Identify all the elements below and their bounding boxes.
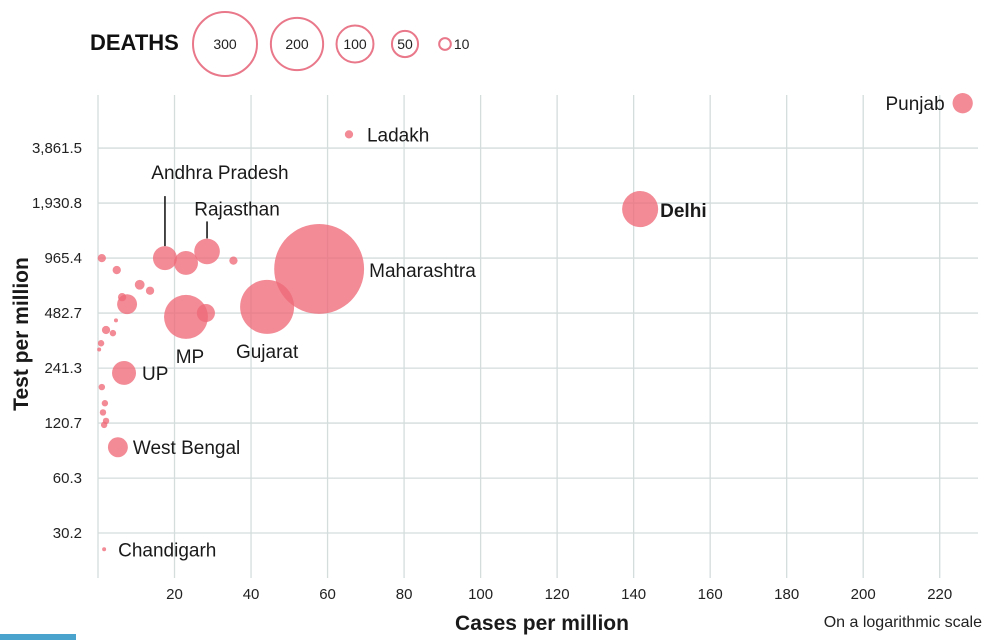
bubble [174, 250, 198, 275]
x-tick-label: 220 [927, 586, 952, 603]
y-tick-label: 965.4 [44, 250, 82, 267]
bubble [100, 421, 108, 429]
bubble [98, 383, 106, 391]
y-gridlines [98, 147, 978, 534]
label-maharashtra: Maharashtra [369, 261, 476, 282]
y-tick-label: 30.2 [53, 525, 82, 542]
label-rajasthan: Rajasthan [194, 199, 280, 220]
y-tick-label: 3,861.5 [32, 140, 82, 157]
bubble-west-bengal [107, 437, 128, 458]
legend-label: 50 [397, 36, 413, 52]
bubble [229, 256, 238, 265]
bubble [196, 303, 215, 323]
y-tick-label: 241.3 [44, 360, 82, 377]
y-tick-label: 482.7 [44, 305, 82, 322]
label-up: UP [142, 364, 168, 385]
x-tick-label: 180 [774, 586, 799, 603]
bubble-up [112, 360, 137, 385]
x-tick-label: 160 [698, 586, 723, 603]
y-tick-labels: 30.2 60.3 120.7 241.3 482.7 965.4 1,930.8 3,861… [32, 140, 82, 542]
bubble-gujarat [240, 279, 295, 334]
bubble [109, 329, 117, 337]
bubble-chandigarh [102, 547, 107, 552]
legend-circle-10 [438, 37, 452, 51]
bubble-mp [164, 294, 208, 339]
bubble-andhra-pradesh [152, 246, 177, 271]
label-leaders [164, 196, 208, 247]
bubble [117, 293, 127, 302]
bubble [134, 279, 145, 290]
x-tick-label: 140 [621, 586, 646, 603]
size-legend: DEATHS 300 200 100 50 10 [90, 11, 470, 77]
legend-circle-300 [192, 11, 258, 77]
legend-circle-100 [335, 24, 375, 64]
legend-label: 300 [213, 36, 237, 52]
x-tick-label: 80 [396, 586, 413, 603]
bubble-delhi [622, 191, 659, 228]
bubble [97, 253, 106, 263]
legend-circle-50 [390, 29, 420, 59]
label-chandigarh: Chandigarh [118, 540, 216, 561]
x-tick-label: 40 [243, 586, 260, 603]
bubble-rajasthan [194, 238, 220, 265]
point-labels: Punjab Ladakh Delhi Maharashtra Andhra Prade… [118, 94, 945, 561]
scale-note: On a logarithmic scale [824, 614, 982, 631]
y-tick-label: 60.3 [53, 470, 82, 487]
x-gridlines [97, 95, 941, 578]
label-west-bengal: West Bengal [133, 438, 240, 459]
progress-bar-accent [0, 634, 76, 640]
label-gujarat: Gujarat [236, 342, 299, 363]
bubble-punjab [952, 93, 973, 114]
x-tick-label: 120 [545, 586, 570, 603]
bubble [112, 265, 121, 275]
x-tick-label: 20 [166, 586, 183, 603]
bubble [97, 340, 105, 347]
bubble-ladakh [344, 130, 354, 139]
x-tick-label: 60 [319, 586, 336, 603]
legend-title: DEATHS [90, 30, 179, 55]
y-tick-label: 120.7 [44, 415, 82, 432]
x-tick-labels: 20 40 60 80 100 120 140 160 180 200 220 [166, 586, 952, 603]
legend-label: 200 [285, 36, 309, 52]
label-andhra-pradesh: Andhra Pradesh [151, 163, 288, 184]
bubble [99, 409, 107, 416]
legend-circle-200 [269, 16, 325, 72]
legend-label: 100 [343, 36, 367, 52]
x-axis-title: Cases per million [455, 612, 629, 635]
y-axis-title: Test per million [10, 257, 33, 411]
y-tick-label: 1,930.8 [32, 195, 82, 212]
bubble [97, 347, 102, 352]
label-delhi: Delhi [660, 201, 706, 222]
bubble [101, 325, 111, 335]
label-ladakh: Ladakh [367, 125, 429, 146]
label-mp: MP [176, 347, 205, 368]
bubble [101, 400, 109, 407]
bubble-maharashtra [274, 223, 365, 314]
x-tick-label: 200 [851, 586, 876, 603]
bubble [145, 286, 155, 295]
x-tick-label: 100 [468, 586, 493, 603]
label-punjab: Punjab [886, 94, 945, 115]
bubble [113, 318, 118, 323]
bubbles [97, 93, 973, 552]
legend-label: 10 [454, 36, 470, 52]
